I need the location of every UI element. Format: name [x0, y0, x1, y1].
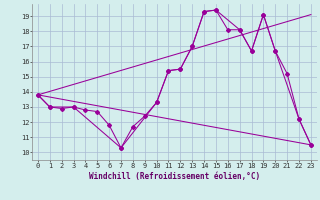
- X-axis label: Windchill (Refroidissement éolien,°C): Windchill (Refroidissement éolien,°C): [89, 172, 260, 181]
